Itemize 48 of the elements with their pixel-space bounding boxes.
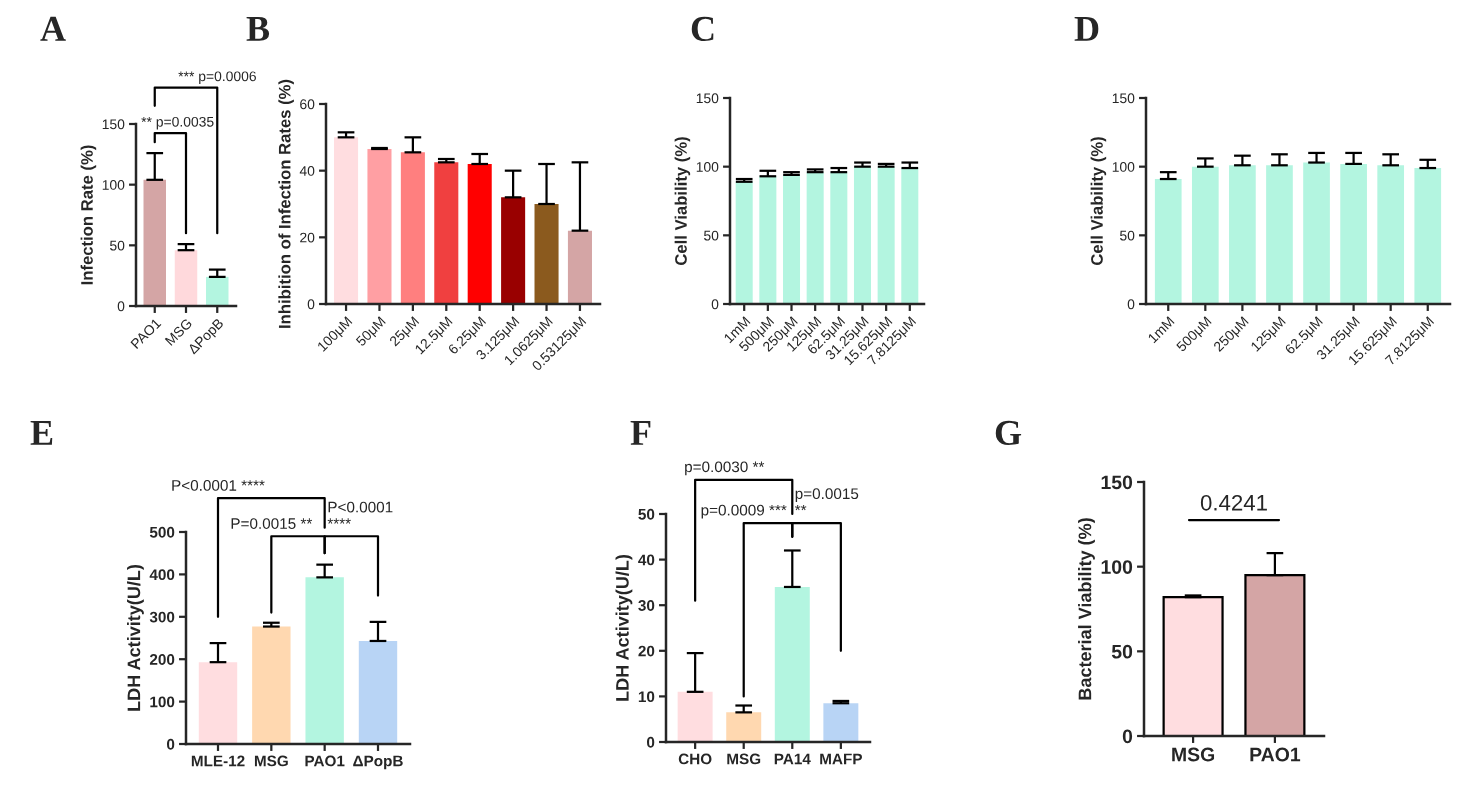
y-axis-title: Inhibition of Infection Rates (%) xyxy=(278,79,294,328)
bar xyxy=(830,172,848,304)
bar xyxy=(901,168,919,304)
chart-title: F xyxy=(630,421,651,445)
y-axis-title: Bacterial Viability (%) xyxy=(1078,518,1095,700)
bar xyxy=(467,164,492,304)
chart-title: A xyxy=(40,16,66,41)
chart-title: E xyxy=(30,421,53,445)
bar xyxy=(358,640,398,744)
bar xyxy=(783,174,801,304)
bar xyxy=(759,176,777,304)
bar xyxy=(853,166,871,304)
bar xyxy=(252,626,291,744)
bar xyxy=(823,703,859,742)
bar xyxy=(143,179,166,306)
chart-title: B xyxy=(246,17,270,41)
bar xyxy=(400,152,425,304)
bar xyxy=(305,577,344,744)
bar xyxy=(198,662,238,744)
bar xyxy=(501,197,526,304)
bar xyxy=(806,172,824,304)
y-tick-label: 0 xyxy=(1122,729,1133,744)
y-axis-title: LDH Activity(U/L) xyxy=(615,555,633,701)
y-axis-title: Cell Viability (%) xyxy=(1090,137,1107,265)
y-axis-title: Infection Rate (%) xyxy=(80,145,97,285)
bar xyxy=(334,137,359,304)
chart-title: D xyxy=(1074,17,1099,41)
bar xyxy=(206,276,229,306)
bar xyxy=(677,691,713,742)
x-tick-label: PAO1 xyxy=(1250,747,1301,762)
bar xyxy=(367,149,392,304)
bar xyxy=(434,162,459,304)
y-tick-label: 150 xyxy=(1101,475,1133,490)
chart-title: C xyxy=(691,16,714,42)
y-axis-title: Cell Viability (%) xyxy=(674,137,691,265)
bar xyxy=(567,230,592,304)
bar xyxy=(735,181,753,304)
bar xyxy=(877,166,895,304)
chart-title: G xyxy=(995,420,1022,446)
bar xyxy=(534,204,559,304)
y-axis-title: LDH Activity(U/L) xyxy=(127,565,144,711)
bar xyxy=(174,250,198,306)
y-tick-label: 50 xyxy=(1111,644,1133,659)
annotation: 0.4241 xyxy=(1200,494,1267,511)
bar xyxy=(774,586,810,742)
y-tick-label: 100 xyxy=(1101,560,1133,574)
bar xyxy=(726,712,762,742)
x-tick-label: MSG xyxy=(1172,747,1215,762)
